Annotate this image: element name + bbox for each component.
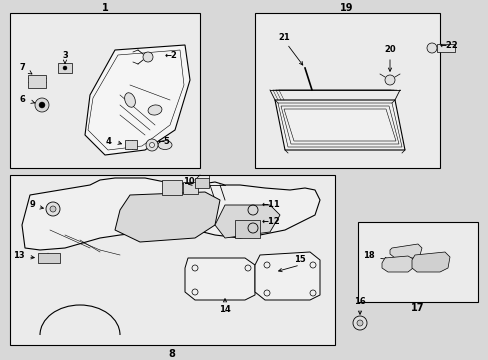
Bar (254, 13, 439, 168)
Text: 8: 8 (168, 349, 175, 359)
Circle shape (356, 320, 362, 326)
Circle shape (149, 143, 154, 148)
Text: 16: 16 (353, 297, 365, 306)
Bar (195, 178, 208, 188)
Text: 19: 19 (340, 3, 353, 13)
Text: 13: 13 (13, 251, 25, 260)
Ellipse shape (158, 140, 172, 149)
Polygon shape (381, 256, 414, 272)
Circle shape (146, 139, 158, 151)
Circle shape (352, 316, 366, 330)
Text: 9: 9 (29, 201, 35, 210)
Circle shape (35, 98, 49, 112)
Text: ←2: ←2 (164, 50, 178, 59)
Text: ←12: ←12 (262, 217, 280, 226)
Text: 1: 1 (102, 3, 108, 13)
Polygon shape (411, 252, 449, 272)
Bar (436, 44, 454, 52)
Text: 10: 10 (183, 177, 195, 186)
Polygon shape (115, 192, 220, 242)
Ellipse shape (148, 105, 162, 115)
Text: 7: 7 (19, 63, 25, 72)
Circle shape (384, 75, 394, 85)
Text: 17: 17 (410, 303, 424, 313)
Circle shape (63, 66, 67, 70)
Text: 3: 3 (62, 50, 68, 59)
Text: 15: 15 (293, 256, 305, 265)
Bar (183, 182, 198, 194)
Text: 14: 14 (219, 306, 230, 315)
Polygon shape (22, 178, 319, 250)
Bar (10, 13, 200, 168)
Ellipse shape (124, 93, 135, 107)
Bar (58, 63, 72, 73)
Polygon shape (274, 100, 404, 150)
Text: 6: 6 (19, 95, 25, 104)
Circle shape (142, 52, 153, 62)
Polygon shape (389, 244, 421, 258)
Circle shape (426, 43, 436, 53)
Polygon shape (215, 205, 280, 238)
Polygon shape (184, 258, 254, 300)
Bar (38, 253, 60, 263)
Circle shape (46, 202, 60, 216)
Text: 21: 21 (278, 33, 289, 42)
Polygon shape (85, 45, 190, 155)
Text: 20: 20 (384, 45, 395, 54)
Text: ←5: ←5 (158, 138, 170, 147)
Text: ←22: ←22 (439, 40, 458, 49)
Bar (28, 75, 46, 88)
Bar (10, 175, 334, 345)
Circle shape (50, 206, 56, 212)
Text: ←11: ←11 (262, 201, 280, 210)
Polygon shape (254, 252, 319, 300)
Bar (125, 140, 137, 149)
Text: 4: 4 (105, 138, 111, 147)
Bar (357, 222, 477, 302)
Bar (235, 220, 260, 238)
Bar (162, 180, 182, 195)
Circle shape (39, 102, 45, 108)
Text: 18: 18 (363, 251, 374, 260)
